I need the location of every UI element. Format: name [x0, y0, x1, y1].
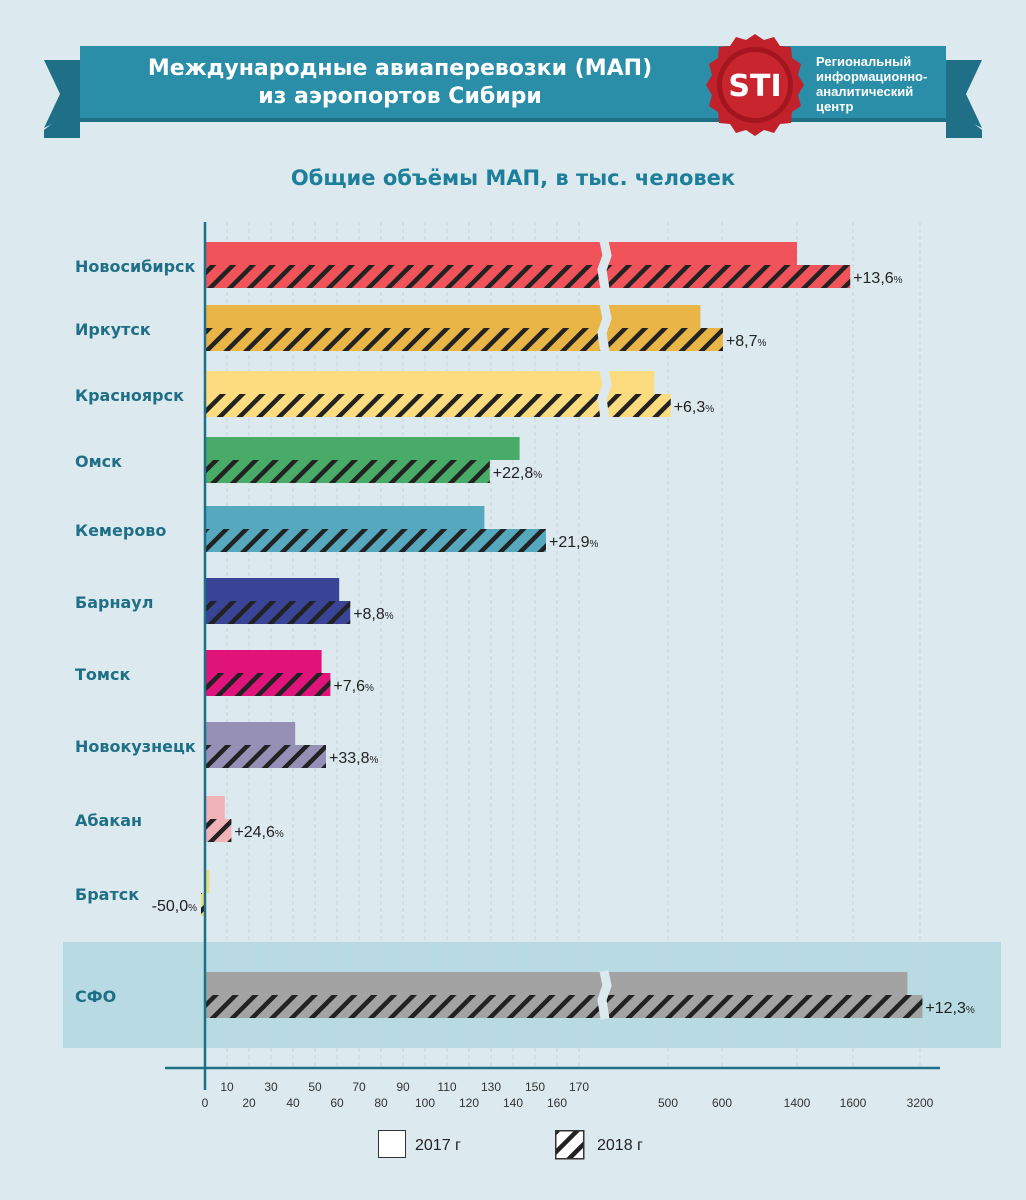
header-title-line1: Международные авиаперевозки (МАП) [147, 56, 653, 81]
x-tick-label: 10 [220, 1080, 234, 1094]
bar-2017 [205, 305, 701, 328]
change-label: +8,8% [353, 606, 394, 623]
organization-name: Региональный информационно- аналитически… [816, 54, 927, 114]
axis-break-mark [597, 303, 612, 353]
axis-break-mark [597, 369, 612, 419]
x-tick-label: 130 [481, 1080, 501, 1094]
x-tick-label: 50 [308, 1080, 322, 1094]
logo-text: STI [728, 69, 781, 104]
header-title-line2: из аэропортов Сибири [258, 84, 542, 109]
break-gap [597, 240, 612, 290]
bar-2017 [205, 437, 520, 460]
bar-2017 [205, 578, 340, 601]
change-label: +12,3% [925, 1000, 974, 1017]
org-line-3: аналитический [816, 84, 914, 99]
x-tick-label: 100 [415, 1096, 435, 1110]
break-gap [597, 303, 612, 353]
x-tick-label: 70 [352, 1080, 366, 1094]
bar-2017 [205, 972, 908, 995]
change-label: -50,0% [152, 898, 197, 915]
category-label: Иркутск [75, 320, 151, 339]
legend-2017-label: 2017 г [415, 1137, 461, 1154]
bar-2018-hatch [205, 265, 851, 288]
bar-2018-hatch [205, 328, 723, 351]
category-label: Братск [75, 885, 139, 904]
category-label: Омск [75, 452, 122, 471]
bar-2018-hatch [205, 819, 232, 842]
bar-2018-hatch [201, 893, 205, 916]
change-label: +6,3% [674, 399, 715, 416]
axis-break-mark [597, 970, 612, 1020]
bar-2018-hatch [205, 529, 546, 552]
bar-2018-hatch [205, 460, 490, 483]
x-tick-label: 30 [264, 1080, 278, 1094]
x-tick-label: 150 [525, 1080, 545, 1094]
break-gap [597, 970, 612, 1020]
category-label: Томск [75, 665, 130, 684]
bar-2018-hatch [205, 394, 671, 417]
x-tick-label: 60 [330, 1096, 344, 1110]
change-label: +24,6% [234, 824, 283, 841]
x-tick-label: 160 [547, 1096, 567, 1110]
x-tick-label: 1600 [840, 1096, 867, 1110]
sti-seal-logo: STI [706, 34, 804, 136]
category-label: Абакан [75, 811, 142, 830]
bar-2017 [205, 650, 322, 673]
bar-2017 [205, 242, 797, 265]
bar-2017 [205, 870, 210, 893]
break-gap [597, 369, 612, 419]
change-label: +13,6% [853, 270, 902, 287]
bar-2017 [205, 722, 296, 745]
org-line-2: информационно- [816, 69, 928, 84]
x-tick-label: 20 [242, 1096, 256, 1110]
x-tick-label: 40 [286, 1096, 300, 1110]
legend-2017-swatch [378, 1130, 406, 1158]
change-label: +8,7% [726, 333, 767, 350]
bar-2017 [205, 371, 655, 394]
legend-2018-label: 2018 г [597, 1137, 643, 1154]
x-tick-label: 1400 [784, 1096, 811, 1110]
category-label: Новосибирск [75, 257, 196, 276]
bar-2018-hatch [205, 601, 351, 624]
org-line-1: Региональный [816, 54, 912, 69]
x-tick-label: 140 [503, 1096, 523, 1110]
bar-2018-hatch [205, 673, 331, 696]
x-tick-label: 120 [459, 1096, 479, 1110]
x-tick-label: 600 [712, 1096, 732, 1110]
x-tick-label: 3200 [907, 1096, 934, 1110]
axis-break-mark [597, 240, 612, 290]
legend-2018-swatch [555, 1130, 585, 1160]
change-label: +33,8% [329, 750, 378, 767]
chart-title: Общие объёмы МАП, в тыс. человек [290, 166, 736, 190]
category-label: Новокузнецк [75, 737, 196, 756]
x-tick-label: 80 [374, 1096, 388, 1110]
category-label: Барнаул [75, 593, 153, 612]
bar-2017 [205, 796, 225, 819]
change-label: +22,8% [493, 465, 542, 482]
x-tick-label: 110 [437, 1080, 456, 1094]
x-tick-label: 170 [569, 1080, 589, 1094]
org-line-4: центр [816, 99, 854, 114]
category-label: СФО [75, 987, 116, 1006]
category-label: Кемерово [75, 521, 166, 540]
category-label: Красноярск [75, 386, 184, 405]
bar-2017 [205, 506, 485, 529]
bar-2018-hatch [205, 995, 923, 1018]
x-tick-label: 90 [396, 1080, 410, 1094]
change-label: +21,9% [549, 534, 598, 551]
x-tick-label: 0 [202, 1096, 209, 1110]
x-tick-label: 500 [658, 1096, 678, 1110]
bar-2018-hatch [205, 745, 326, 768]
change-label: +7,6% [333, 678, 374, 695]
